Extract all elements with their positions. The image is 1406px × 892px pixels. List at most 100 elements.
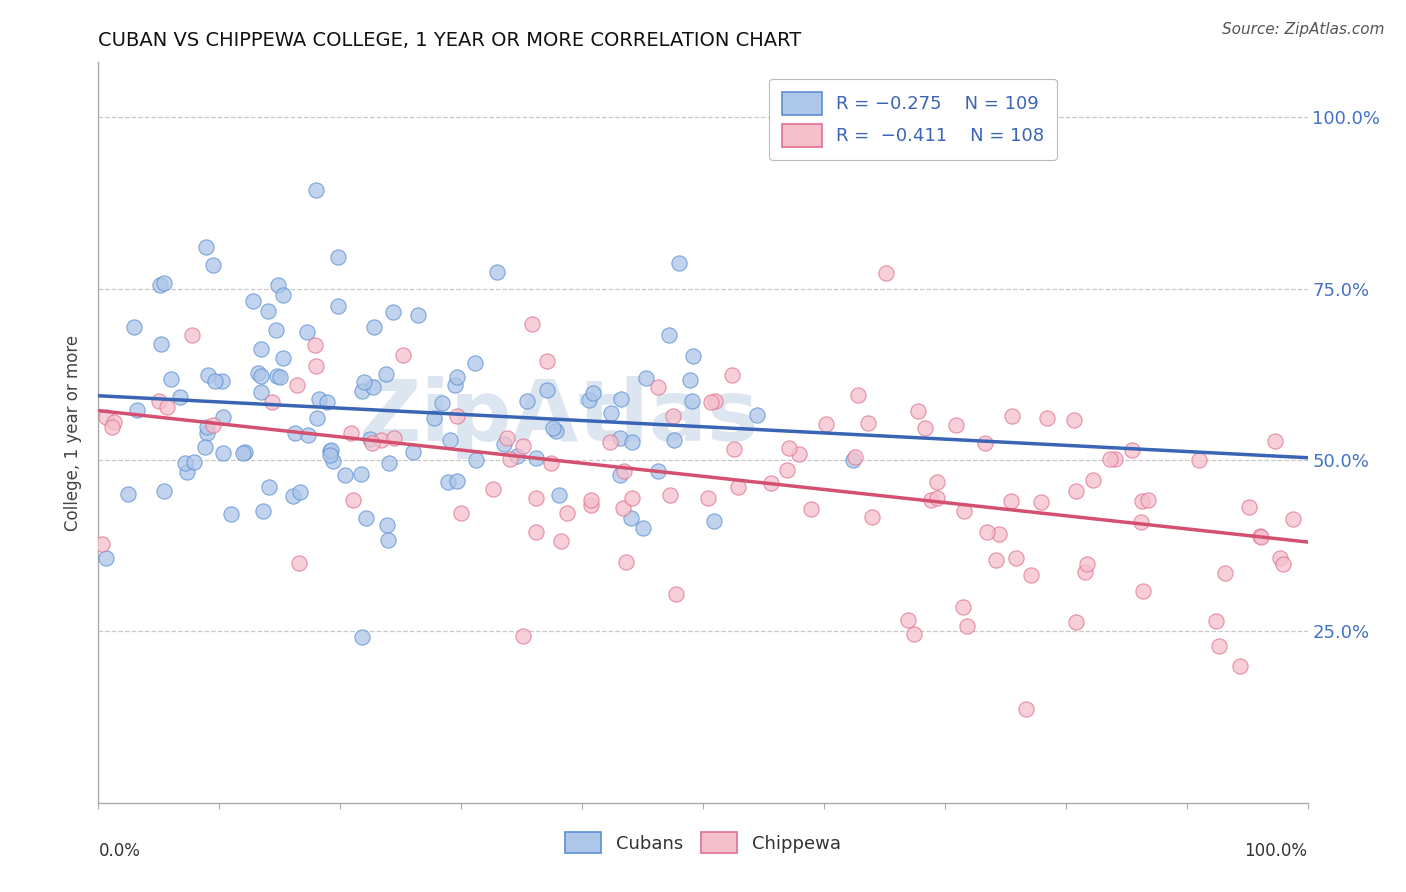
Point bbox=[647, 464, 669, 478]
Point bbox=[360, 436, 382, 450]
Point bbox=[319, 448, 342, 462]
Point bbox=[353, 375, 375, 389]
Point bbox=[524, 524, 547, 539]
Point bbox=[1098, 451, 1121, 466]
Point bbox=[450, 506, 472, 520]
Point bbox=[920, 493, 942, 508]
Point bbox=[211, 410, 233, 425]
Point bbox=[609, 467, 631, 482]
Point bbox=[382, 431, 405, 445]
Point bbox=[541, 421, 564, 435]
Point bbox=[117, 487, 139, 501]
Point bbox=[631, 521, 654, 535]
Point bbox=[495, 431, 517, 445]
Point bbox=[524, 491, 547, 506]
Point bbox=[297, 427, 319, 442]
Point bbox=[485, 264, 508, 278]
Point bbox=[305, 411, 328, 425]
Point bbox=[432, 395, 454, 409]
Point bbox=[662, 409, 685, 423]
Point bbox=[681, 393, 703, 408]
Point bbox=[1237, 500, 1260, 514]
Point bbox=[446, 409, 468, 424]
Point bbox=[787, 447, 810, 461]
Point bbox=[305, 359, 328, 374]
Point bbox=[842, 453, 865, 467]
Point bbox=[1130, 515, 1153, 529]
Point bbox=[375, 518, 398, 533]
Point bbox=[860, 510, 883, 524]
Point bbox=[846, 388, 869, 402]
Point bbox=[257, 303, 280, 318]
Point bbox=[211, 375, 233, 389]
Point bbox=[148, 393, 170, 408]
Point bbox=[664, 433, 686, 447]
Point bbox=[249, 342, 271, 356]
Point bbox=[600, 406, 623, 420]
Point bbox=[721, 368, 744, 382]
Point bbox=[907, 404, 929, 418]
Point bbox=[304, 338, 326, 352]
Point bbox=[266, 368, 288, 383]
Point bbox=[668, 256, 690, 270]
Point bbox=[437, 475, 460, 489]
Point bbox=[550, 534, 572, 549]
Point bbox=[402, 444, 425, 458]
Point bbox=[1213, 566, 1236, 580]
Point bbox=[727, 479, 749, 493]
Point bbox=[759, 476, 782, 491]
Point bbox=[381, 305, 404, 319]
Point bbox=[1132, 584, 1154, 599]
Point bbox=[778, 442, 800, 456]
Point bbox=[700, 395, 723, 409]
Point bbox=[262, 395, 284, 409]
Point bbox=[1272, 557, 1295, 571]
Point bbox=[1063, 413, 1085, 427]
Point bbox=[174, 457, 197, 471]
Point bbox=[844, 450, 866, 465]
Point bbox=[153, 483, 176, 498]
Point bbox=[520, 317, 543, 331]
Point bbox=[149, 278, 172, 293]
Point bbox=[194, 440, 217, 454]
Legend: Cubans, Chippewa: Cubans, Chippewa bbox=[558, 825, 848, 861]
Point bbox=[814, 417, 837, 432]
Point bbox=[219, 508, 242, 522]
Point bbox=[1000, 494, 1022, 508]
Point bbox=[359, 432, 381, 446]
Point bbox=[697, 491, 720, 505]
Point bbox=[465, 453, 488, 467]
Point bbox=[326, 299, 349, 313]
Point bbox=[875, 266, 897, 280]
Point bbox=[776, 463, 799, 477]
Point bbox=[271, 351, 294, 366]
Point bbox=[1268, 551, 1291, 566]
Point bbox=[512, 439, 534, 453]
Point bbox=[914, 421, 936, 435]
Point bbox=[363, 319, 385, 334]
Point bbox=[546, 424, 568, 438]
Point bbox=[540, 456, 562, 470]
Point bbox=[319, 444, 342, 458]
Point bbox=[704, 393, 727, 408]
Point bbox=[250, 384, 273, 399]
Point bbox=[1250, 530, 1272, 544]
Point bbox=[856, 417, 879, 431]
Point bbox=[392, 348, 415, 362]
Point bbox=[976, 524, 998, 539]
Point bbox=[1035, 411, 1057, 425]
Point bbox=[284, 425, 307, 440]
Point bbox=[524, 451, 547, 466]
Point bbox=[406, 308, 429, 322]
Point bbox=[446, 475, 468, 489]
Point bbox=[233, 445, 256, 459]
Point bbox=[316, 395, 339, 409]
Point bbox=[304, 183, 326, 197]
Point bbox=[599, 435, 621, 450]
Point bbox=[682, 350, 704, 364]
Point bbox=[945, 417, 967, 432]
Point bbox=[956, 619, 979, 633]
Point bbox=[723, 442, 745, 456]
Point bbox=[350, 630, 373, 644]
Point bbox=[1029, 495, 1052, 509]
